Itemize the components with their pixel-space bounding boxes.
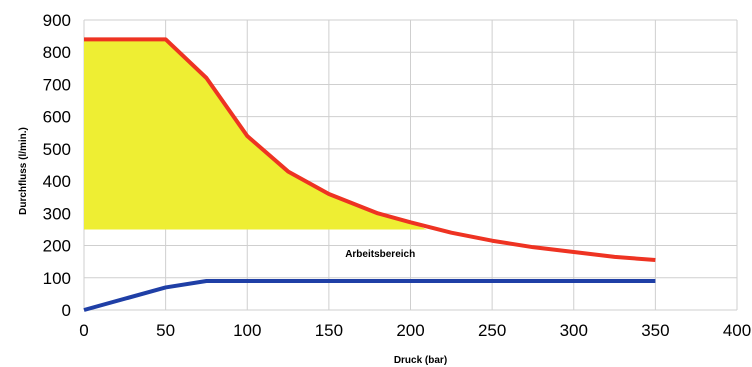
y-tick-label-6: 600 <box>43 108 71 127</box>
working-area-fill <box>84 39 427 230</box>
y-axis-title: Durchfluss (l/min.) <box>18 127 29 215</box>
y-tick-label-2: 200 <box>43 237 71 256</box>
y-tick-label-9: 900 <box>43 11 71 30</box>
x-axis-title: Druck (bar) <box>394 355 447 366</box>
y-tick-label-3: 300 <box>43 204 71 223</box>
y-tick-label-5: 500 <box>43 140 71 159</box>
y-tick-label-4: 400 <box>43 172 71 191</box>
y-tick-label-7: 700 <box>43 75 71 94</box>
x-tick-label-1: 50 <box>156 321 175 340</box>
x-tick-label-6: 300 <box>560 321 588 340</box>
working-area <box>84 39 427 230</box>
y-tick-labels: 0 100 200 300 400 500 600 700 800 900 <box>43 11 71 320</box>
x-tick-label-5: 250 <box>478 321 506 340</box>
x-tick-label-2: 100 <box>233 321 261 340</box>
x-tick-label-4: 200 <box>396 321 424 340</box>
x-tick-label-8: 400 <box>723 321 751 340</box>
series-line-1 <box>83 279 656 312</box>
x-tick-label-7: 350 <box>641 321 669 340</box>
x-tick-label-0: 0 <box>79 321 88 340</box>
y-tick-label-8: 800 <box>43 43 71 62</box>
y-tick-label-1: 100 <box>43 269 71 288</box>
x-tick-labels: 0 50 100 150 200 250 300 350 400 <box>79 321 751 340</box>
x-tick-label-3: 150 <box>315 321 343 340</box>
area-label: Arbeitsbereich <box>345 249 415 260</box>
series-line-0 <box>84 37 656 263</box>
series-lines <box>83 37 656 312</box>
y-tick-label-0: 0 <box>62 301 71 320</box>
